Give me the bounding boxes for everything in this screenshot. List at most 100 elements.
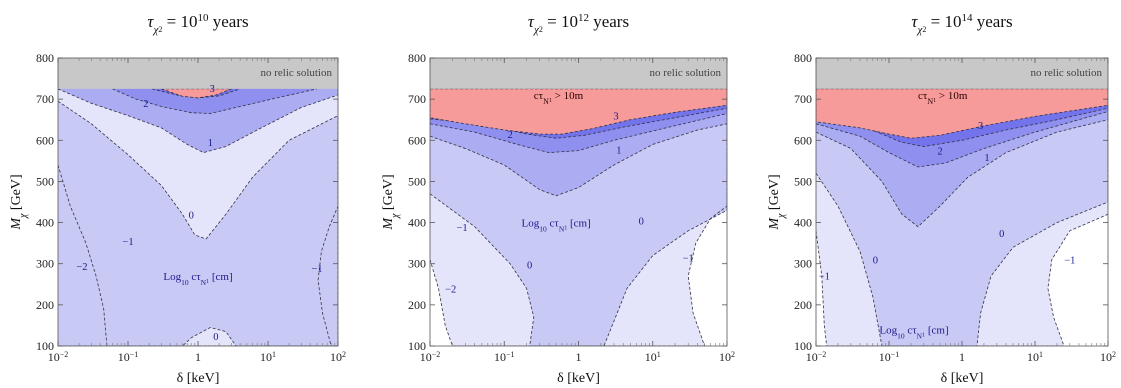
contour-label: 0: [189, 210, 194, 221]
y-tick-label: 100: [408, 339, 426, 353]
panel-title: τχ2 = 1012 years: [528, 12, 629, 36]
contour-label: −1: [122, 237, 133, 248]
inline-quantity-label: Log10 cτN1 [cm]: [522, 218, 591, 234]
x-tick-label: 10−1: [118, 350, 139, 365]
y-tick-label: 700: [36, 92, 54, 106]
region-too-long-lifetime: [430, 88, 727, 135]
y-tick-label: 800: [408, 51, 426, 65]
contour-line-neg1: [58, 164, 338, 346]
contour-label: 3: [210, 84, 215, 95]
contour-label: −2: [445, 285, 456, 296]
y-tick-label: 400: [408, 216, 426, 230]
contour-label: 0: [527, 261, 532, 272]
contour-label: 1: [984, 153, 989, 164]
y-tick-label: 700: [408, 92, 426, 106]
contour-label: 3: [613, 112, 618, 123]
region-level-0: [58, 101, 338, 346]
contour-line-3: [816, 88, 1108, 147]
x-tick-label: 10−2: [48, 350, 69, 365]
x-axis-label: δ [keV]: [941, 371, 984, 386]
region-no-relic: [58, 58, 338, 89]
contour-line-0: [430, 88, 727, 346]
contour-line-1: [58, 88, 338, 154]
x-tick-label: 101: [645, 350, 661, 365]
x-tick-label: 101: [260, 350, 276, 365]
panel-title: τχ2 = 1010 years: [147, 12, 248, 36]
plot-area: no relic solution cτN1 > 10m Log10 cτN1 [c…: [816, 58, 1108, 346]
too-long-lifetime-label: cτN1 > 10m: [918, 90, 968, 106]
y-tick-label: 400: [794, 216, 812, 230]
too-long-lifetime-label: cτN1 > 10m: [534, 90, 584, 106]
contour-label: 0: [639, 217, 644, 228]
y-tick-label: 200: [408, 298, 426, 312]
x-tick-label: 10−1: [494, 350, 515, 365]
contour-label: 0: [213, 332, 218, 343]
x-tick-label: 102: [330, 350, 346, 365]
y-tick-label: 200: [36, 298, 54, 312]
y-tick-label: 600: [36, 133, 54, 147]
y-tick-label: 300: [408, 257, 426, 271]
contour-label: −1: [311, 264, 322, 275]
contour-label: 0: [873, 256, 878, 267]
panel-tau-1e10: no relic solution Log10 cτN1 [cm] −2 −1 −1 0 0…: [9, 12, 346, 386]
y-axis-label: Mχ [GeV]: [9, 174, 29, 230]
y-axis-label: Mχ [GeV]: [381, 174, 401, 230]
panel-title: τχ2 = 1014 years: [911, 12, 1012, 36]
plot-area: no relic solution cτN1 > 10m Log10 cτN1 [c…: [430, 58, 727, 346]
x-tick-label: 1: [576, 350, 582, 364]
contour-line-2: [816, 88, 1108, 168]
y-tick-label: 600: [408, 133, 426, 147]
x-tick-label: 102: [719, 350, 735, 365]
x-tick-label: 1: [195, 350, 201, 364]
region-too-long-lifetime: [161, 88, 232, 99]
x-tick-label: 1: [959, 350, 965, 364]
y-tick-label: 600: [794, 133, 812, 147]
contour-line-neg1: [816, 213, 1108, 346]
y-tick-label: 700: [794, 92, 812, 106]
contour-label: 2: [143, 99, 148, 110]
panel-tau-1e14: no relic solution cτN1 > 10m Log10 cτN1 [c…: [767, 12, 1116, 386]
x-axis-label: δ [keV]: [177, 371, 220, 386]
y-tick-label: 800: [794, 51, 812, 65]
region-no-relic: [430, 58, 727, 89]
y-tick-label: 100: [794, 339, 812, 353]
contour-label: 3: [978, 121, 983, 132]
contour-line-2: [112, 88, 317, 114]
contour-label: −2: [76, 262, 87, 273]
contour-line-0: [816, 88, 1108, 346]
contour-label: 0: [999, 229, 1004, 240]
no-relic-label: no relic solution: [1031, 67, 1103, 79]
region-no-relic: [816, 58, 1108, 89]
contour-line-2: [430, 88, 727, 154]
y-tick-label: 800: [36, 51, 54, 65]
y-tick-label: 500: [794, 174, 812, 188]
y-tick-label: 200: [794, 298, 812, 312]
y-tick-label: 400: [36, 216, 54, 230]
contour-label: 1: [616, 145, 621, 156]
region-too-long-lifetime: [816, 88, 1108, 139]
y-tick-label: 100: [36, 339, 54, 353]
plot-area: no relic solution Log10 cτN1 [cm] −2 −1 −1 0 0…: [58, 58, 338, 346]
no-relic-label: no relic solution: [650, 67, 722, 79]
contour-label: −1: [819, 271, 830, 282]
y-tick-label: 300: [794, 257, 812, 271]
contour-label: 2: [508, 130, 513, 141]
contour-label: −1: [683, 254, 694, 265]
contour-line-1: [816, 88, 1108, 228]
contour-line-neg1: [430, 205, 727, 346]
panel-tau-1e12: no relic solution cτN1 > 10m Log10 cτN1 [c…: [381, 12, 735, 386]
x-tick-label: 10−2: [806, 350, 827, 365]
contour-label: 1: [208, 138, 213, 149]
inline-quantity-label: Log10 cτN1 [cm]: [879, 325, 948, 341]
contour-label: −1: [1064, 256, 1075, 267]
y-tick-label: 500: [408, 174, 426, 188]
x-tick-label: 10−2: [420, 350, 441, 365]
x-tick-label: 10−1: [879, 350, 900, 365]
contour-line-0: [58, 100, 338, 346]
x-tick-label: 101: [1027, 350, 1043, 365]
no-relic-label: no relic solution: [261, 67, 333, 79]
contour-label: −1: [456, 223, 467, 234]
y-axis-label: Mχ [GeV]: [767, 174, 787, 230]
inline-quantity-label: Log10 cτN1 [cm]: [163, 271, 232, 287]
